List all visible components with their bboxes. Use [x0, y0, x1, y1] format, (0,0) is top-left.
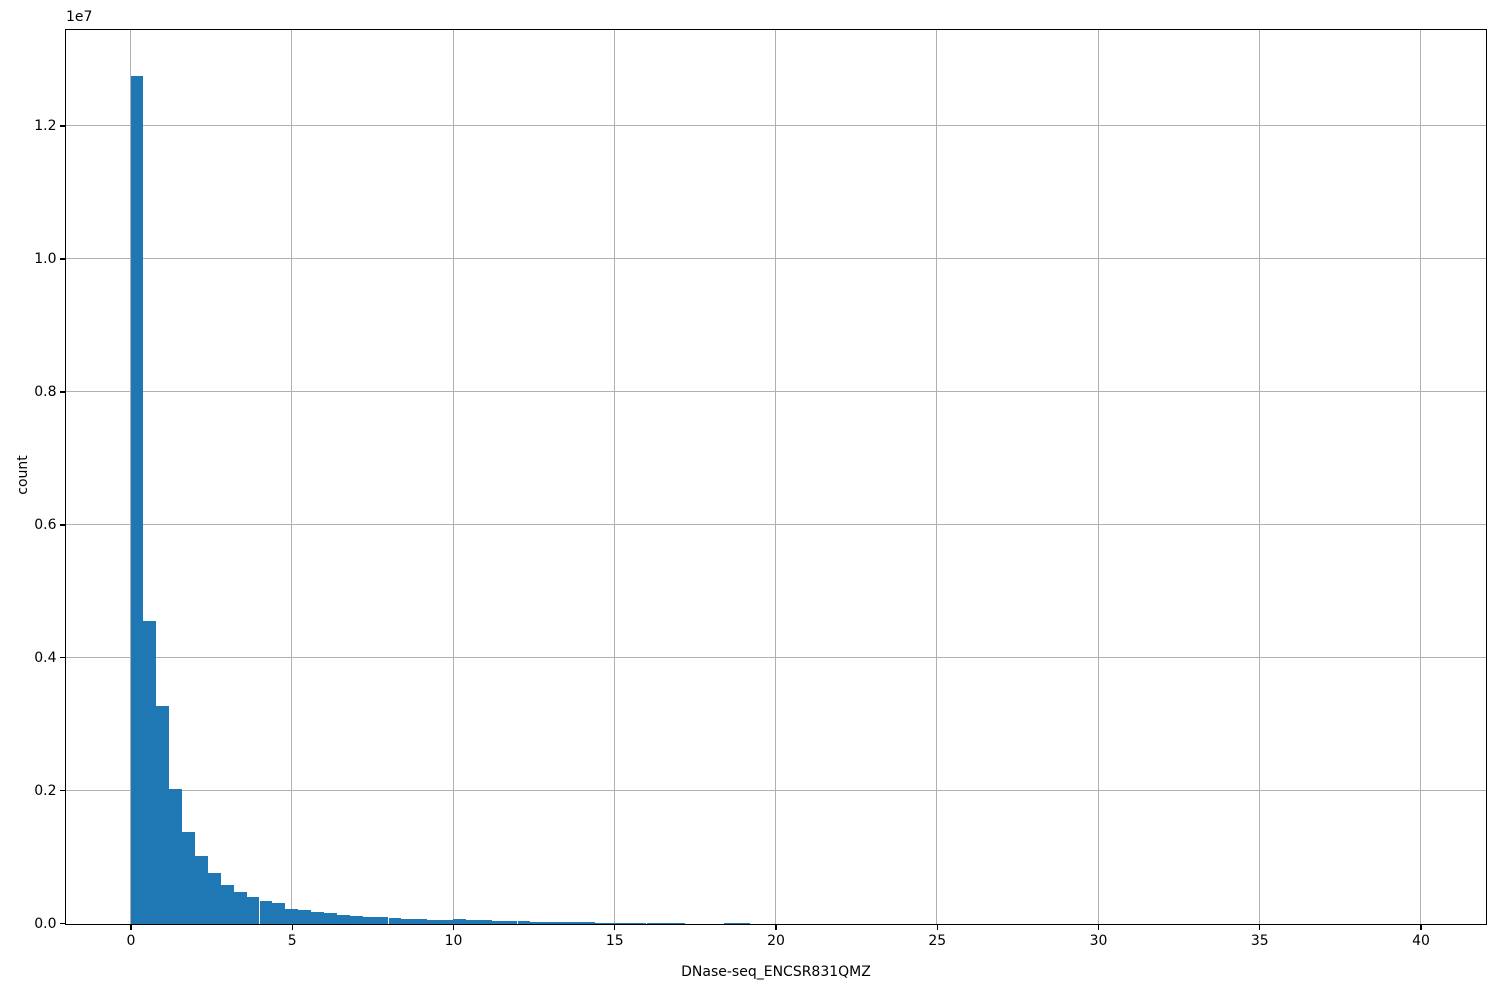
- x-axis-label: DNase-seq_ENCSR831QMZ: [681, 964, 871, 980]
- histogram-bar: [156, 706, 170, 924]
- histogram-bar: [207, 872, 221, 924]
- x-tick-mark: [775, 924, 777, 930]
- histogram-bar: [427, 919, 441, 924]
- x-gridline: [452, 30, 454, 924]
- histogram-bar: [169, 789, 183, 924]
- x-tick-label: 25: [928, 932, 947, 949]
- y-tick-mark: [60, 125, 65, 127]
- x-tick-label: 35: [1250, 932, 1269, 949]
- x-gridline: [1097, 30, 1099, 924]
- y-tick-mark: [60, 524, 65, 526]
- plot-canvas: [66, 30, 1486, 924]
- y-tick-label: 0.6: [34, 516, 57, 533]
- y-axis-offset-text: 1e7: [66, 9, 93, 25]
- histogram-bar: [491, 920, 505, 924]
- y-axis-label: count: [15, 455, 31, 495]
- histogram-bar: [130, 75, 144, 924]
- histogram-bar: [478, 920, 492, 924]
- histogram-bar: [543, 921, 557, 924]
- histogram-bar: [220, 884, 234, 924]
- y-tick-mark: [60, 391, 65, 393]
- y-tick-label: 1.2: [34, 118, 57, 135]
- histogram-bar: [182, 831, 195, 924]
- histogram-bar: [272, 903, 286, 924]
- y-tick-label: 0.0: [34, 915, 57, 932]
- y-tick-label: 0.2: [34, 782, 57, 799]
- x-tick-mark: [936, 924, 938, 930]
- histogram-bar: [594, 922, 608, 924]
- histogram-bar: [259, 900, 273, 924]
- y-gridline: [66, 125, 1486, 127]
- x-tick-mark: [452, 924, 455, 930]
- histogram-bar: [143, 621, 157, 924]
- histogram-bar: [620, 922, 634, 924]
- y-tick-mark: [60, 657, 65, 659]
- y-gridline: [66, 390, 1486, 392]
- histogram-bar: [401, 918, 415, 924]
- y-tick-label: 0.8: [34, 383, 57, 400]
- x-tick-label: 20: [767, 932, 785, 949]
- histogram-bar: [569, 922, 582, 924]
- histogram-bar: [324, 913, 337, 924]
- x-tick-label: 0: [126, 932, 136, 949]
- y-tick-label: 1.0: [34, 251, 57, 268]
- plot-area: [65, 29, 1487, 925]
- histogram-bar: [633, 922, 647, 924]
- histogram-bar: [298, 910, 312, 924]
- histogram-bar: [388, 918, 402, 924]
- y-tick-mark: [60, 258, 65, 260]
- y-tick-mark: [60, 789, 65, 792]
- x-tick-label: 5: [287, 932, 297, 949]
- x-tick-mark: [1259, 924, 1261, 930]
- histogram-bar: [362, 916, 376, 924]
- histogram-bar: [659, 923, 673, 924]
- histogram-bar: [233, 892, 247, 924]
- x-gridline: [1420, 30, 1421, 924]
- histogram-bar: [453, 919, 466, 924]
- x-tick-mark: [291, 924, 293, 930]
- x-gridline: [1258, 30, 1260, 924]
- x-tick-label: 30: [1089, 932, 1108, 949]
- x-gridline: [775, 30, 776, 924]
- y-gridline: [66, 523, 1486, 525]
- histogram-bar: [736, 922, 750, 924]
- x-gridline: [936, 30, 938, 924]
- x-gridline: [291, 30, 293, 924]
- histogram-bar: [336, 914, 350, 924]
- y-tick-label: 0.4: [34, 649, 57, 666]
- y-tick-mark: [60, 922, 65, 925]
- y-gridline: [66, 789, 1486, 791]
- histogram-bar: [672, 923, 686, 924]
- histogram-bar: [556, 922, 570, 924]
- histogram-bar: [285, 908, 299, 924]
- x-tick-mark: [1420, 924, 1422, 930]
- histogram-bar: [414, 919, 428, 924]
- histogram-bar: [646, 922, 660, 924]
- histogram-bar: [246, 896, 260, 924]
- histogram-bar: [349, 915, 363, 924]
- x-tick-label: 40: [1412, 932, 1430, 949]
- histogram-bar: [607, 922, 621, 924]
- x-gridline: [613, 30, 615, 924]
- histogram-bar: [504, 921, 518, 924]
- x-tick-label: 15: [605, 932, 624, 949]
- histogram-bar: [311, 912, 324, 924]
- histogram-bar: [530, 921, 544, 924]
- x-tick-mark: [614, 924, 616, 930]
- histogram-bar: [440, 919, 453, 924]
- histogram-bar: [517, 921, 531, 924]
- y-gridline: [66, 656, 1486, 658]
- x-tick-label: 10: [444, 932, 463, 949]
- y-gridline: [66, 258, 1486, 260]
- histogram-bar: [195, 856, 208, 924]
- histogram-bar: [375, 917, 389, 924]
- histogram-bar: [723, 922, 737, 924]
- x-tick-mark: [1097, 924, 1100, 930]
- histogram-bar: [465, 919, 479, 924]
- histogram-bar: [582, 922, 595, 924]
- x-tick-mark: [130, 924, 132, 930]
